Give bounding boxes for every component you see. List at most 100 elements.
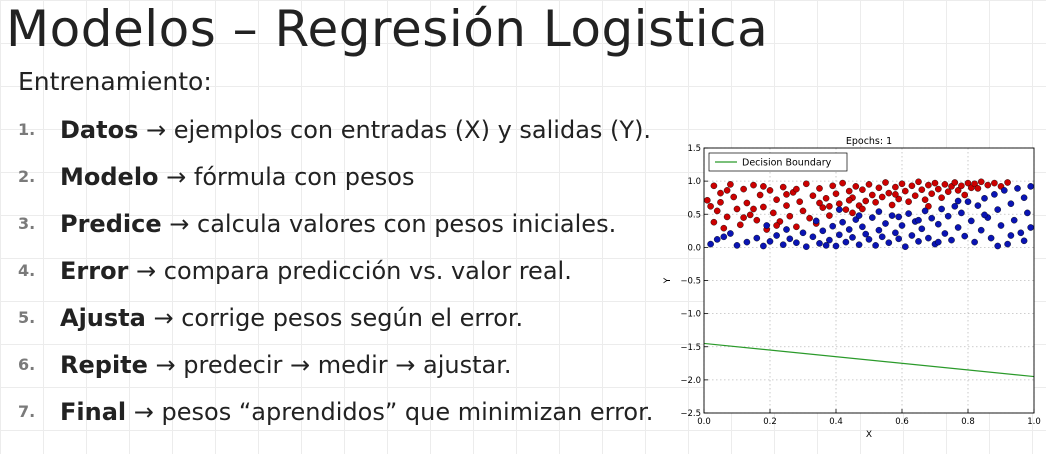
scatter-point-red	[756, 191, 764, 199]
scatter-point-red	[842, 206, 850, 213]
scatter-point-blue	[842, 238, 850, 246]
scatter-point-blue	[944, 212, 952, 220]
scatter-point-red	[849, 209, 856, 217]
scatter-point-blue	[855, 212, 863, 219]
scatter-point-red	[911, 192, 919, 199]
scatter-point-red	[809, 192, 817, 199]
scatter-point-blue	[859, 223, 866, 231]
scatter-point-blue	[934, 220, 942, 228]
scatter-point-blue	[849, 234, 856, 241]
y-tick-label: 1.0	[687, 177, 701, 187]
scatter-point-blue	[822, 242, 830, 249]
scatter-point-red	[799, 207, 807, 215]
scatter-point-red	[934, 185, 942, 193]
scatter-point-blue	[938, 205, 945, 213]
scatter-point-blue	[961, 232, 969, 240]
legend-label: Decision Boundary	[742, 158, 832, 169]
scatter-point-blue	[997, 222, 1005, 229]
scatter-point-red	[938, 194, 945, 201]
step-keyword: Modelo	[60, 163, 159, 191]
scatter-point-blue	[991, 191, 998, 198]
scatter-point-red	[826, 203, 833, 210]
scatter-point-blue	[905, 210, 912, 217]
scatter-point-red	[816, 199, 823, 207]
scatter-point-blue	[1024, 209, 1031, 217]
scatter-point-red	[915, 178, 922, 186]
scatter-point-red	[977, 178, 985, 186]
scatter-point-red	[862, 197, 869, 205]
step-keyword: Repite	[60, 351, 148, 379]
scatter-point-red	[723, 213, 731, 221]
scatter-point-red	[766, 187, 774, 194]
scatter-point-blue	[763, 222, 770, 229]
scatter-point-red	[710, 218, 718, 226]
scatter-point-red	[878, 193, 886, 201]
scatter-point-blue	[1007, 232, 1015, 239]
scatter-point-blue	[958, 209, 965, 217]
scatter-point-red	[727, 181, 734, 188]
scatter-point-red	[971, 180, 978, 188]
scatter-point-red	[984, 181, 992, 189]
scatter-point-blue	[839, 218, 846, 226]
scatter-point-blue	[888, 212, 896, 219]
step-text: → corrige pesos según el error.	[145, 304, 524, 332]
scatter-point-blue	[816, 240, 823, 247]
scatter-point-red	[859, 186, 866, 194]
scatter-point-red	[845, 197, 853, 204]
y-tick-label: −0.5	[680, 277, 701, 287]
scatter-point-blue	[921, 207, 929, 215]
legend-box	[708, 152, 848, 172]
y-tick-label: 0.5	[687, 210, 701, 220]
scatter-point-blue	[713, 236, 721, 243]
scatter-point-red	[717, 199, 724, 206]
scatter-point-red	[875, 184, 883, 192]
scatter-point-red	[991, 179, 998, 187]
scatter-point-red	[760, 203, 767, 211]
step-keyword: Error	[60, 257, 129, 285]
scatter-point-red	[852, 183, 860, 190]
scatter-point-blue	[868, 214, 876, 221]
scatter-point-red	[865, 181, 873, 188]
scatter-point-red	[951, 179, 959, 186]
scatter-point-blue	[845, 226, 853, 233]
scatter-point-blue	[862, 230, 869, 238]
scatter-point-red	[770, 209, 777, 217]
slide-subtitle: Entrenamiento:	[18, 67, 212, 96]
scatter-point-blue	[793, 239, 800, 246]
scatter-point-blue	[885, 239, 893, 246]
scatter-point-blue	[733, 242, 741, 249]
scatter-point-blue	[901, 243, 909, 250]
scatter-point-blue	[878, 233, 886, 241]
scatter-point-red	[750, 181, 757, 189]
scatter-point-blue	[1014, 185, 1021, 192]
step-text: → pesos “aprendidos” que minimizan error…	[126, 398, 654, 426]
scatter-point-red	[779, 183, 787, 191]
scatter-point-red	[872, 199, 879, 206]
scatter-point-red	[918, 186, 926, 194]
scatter-point-blue	[799, 229, 807, 237]
scatter-point-red	[892, 191, 899, 198]
step-number: 7.	[18, 402, 36, 421]
scatter-point-red	[773, 196, 780, 203]
scatter-point-red	[737, 221, 744, 229]
x-tick-label: 0.0	[697, 417, 711, 427]
scatter-point-blue	[826, 236, 833, 244]
scatter-point-blue	[994, 206, 1002, 213]
scatter-point-blue	[928, 214, 936, 222]
scatter-point-blue	[882, 220, 889, 227]
decision-boundary-line	[703, 342, 1035, 378]
scatter-point-blue	[835, 231, 843, 239]
y-tick-label: −1.5	[680, 343, 701, 353]
scatter-point-blue	[934, 238, 942, 246]
scatter-point-red	[793, 185, 800, 193]
scatter-point-blue	[954, 197, 962, 205]
scatter-point-blue	[948, 236, 955, 244]
scatter-point-red	[958, 182, 965, 190]
scatter-point-blue	[915, 216, 922, 224]
step-text: → predecir → medir → ajustar.	[147, 351, 512, 379]
scatter-point-blue	[951, 203, 959, 210]
chart-title: Epochs: 1	[846, 136, 892, 147]
scatter-point-blue	[865, 236, 873, 243]
scatter-point-blue	[720, 233, 728, 241]
scatter-point-blue	[981, 195, 988, 202]
